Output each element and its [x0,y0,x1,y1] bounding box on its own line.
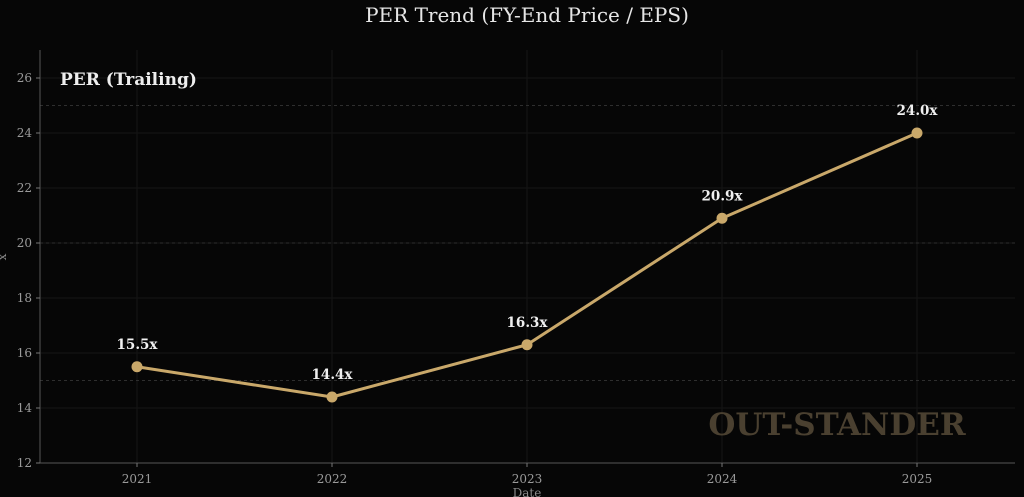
data-label: 20.9x [702,188,744,204]
y-tick-label: 12 [17,456,32,470]
x-tick-label: 2023 [512,472,543,486]
data-label: 24.0x [897,103,939,119]
watermark: OUT-STANDER [708,407,966,443]
x-tick-label: 2024 [707,472,738,486]
x-tick-label: 2022 [317,472,348,486]
data-label: 15.5x [117,337,159,353]
data-point [326,391,338,403]
y-tick-label: 16 [17,346,32,360]
chart-title: PER Trend (FY-End Price / EPS) [365,3,689,27]
x-tick-label: 2025 [902,472,933,486]
y-ticks: 12 14 16 18 20 22 24 26 [17,71,40,470]
grid [40,50,1015,464]
data-point [911,127,923,139]
series-annotation: PER (Trailing) [60,70,197,90]
y-tick-label: 26 [17,71,32,85]
reference-lines [40,105,1015,381]
x-axis-label: Date [513,486,542,497]
data-label: 14.4x [312,367,354,383]
y-axis-label: x [0,253,9,260]
y-tick-label: 14 [17,401,33,415]
y-tick-label: 20 [17,236,32,250]
data-point [521,339,533,351]
data-label: 16.3x [507,315,549,331]
data-point [716,212,728,224]
y-tick-label: 22 [17,181,32,195]
y-tick-label: 24 [17,126,33,140]
data-point [131,361,143,373]
x-tick-label: 2021 [122,472,153,486]
y-tick-label: 18 [17,291,32,305]
series-per: 15.5x 14.4x 16.3x 20.9x 24.0x [117,103,939,403]
x-ticks: 2021 2022 2023 2024 2025 [122,463,933,486]
